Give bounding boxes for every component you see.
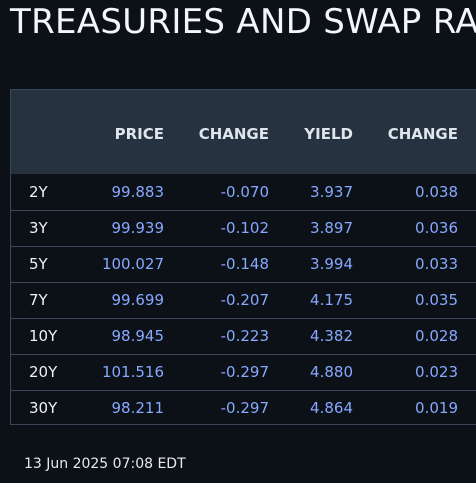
row-yield: 4.864	[310, 399, 353, 418]
row-tenor: 20Y	[29, 363, 58, 381]
row-yield-change: 0.023	[415, 363, 458, 381]
row-yield-change: 0.036	[415, 219, 458, 237]
timestamp: 13 Jun 2025 07:08 EDT	[24, 456, 186, 472]
table-row: 2Y 99.883 -0.070 3.937 0.038	[11, 174, 476, 210]
header-price-change: CHANGE	[198, 125, 269, 143]
table-header-row: PRICE CHANGE YIELD CHANGE	[11, 90, 476, 174]
row-price: 99.883	[111, 182, 165, 201]
row-price-change: -0.297	[220, 363, 269, 381]
row-tenor: 7Y	[29, 291, 48, 309]
row-price-change: -0.207	[220, 291, 269, 309]
row-spacer	[458, 174, 476, 210]
row-yield-change: 0.038	[415, 182, 458, 201]
table-row: 30Y 98.211 -0.297 4.864 0.019	[11, 390, 476, 424]
row-tenor: 2Y	[29, 182, 48, 201]
row-price-change: -0.070	[220, 182, 269, 201]
row-tenor: 10Y	[29, 327, 58, 345]
row-yield: 3.937	[310, 182, 353, 201]
header-spacer	[458, 90, 476, 174]
row-price: 100.027	[101, 255, 164, 273]
rates-table-container: PRICE CHANGE YIELD CHANGE 2Y 99.883 -0.070…	[10, 89, 476, 425]
table-row: 20Y 101.516 -0.297 4.880 0.023	[11, 354, 476, 390]
table-row: 10Y 98.945 -0.223 4.382 0.028	[11, 318, 476, 354]
row-spacer	[458, 210, 476, 246]
row-price: 99.699	[111, 291, 165, 309]
row-yield: 4.880	[310, 363, 353, 381]
header-tenor	[11, 90, 71, 174]
header-yield-change: CHANGE	[387, 125, 458, 143]
row-tenor: 30Y	[29, 399, 58, 418]
table-row: 5Y 100.027 -0.148 3.994 0.033	[11, 246, 476, 282]
row-price-change: -0.148	[220, 255, 269, 273]
row-yield: 4.175	[310, 291, 353, 309]
row-price: 98.945	[111, 327, 165, 345]
header-price: PRICE	[114, 125, 164, 143]
row-spacer	[458, 354, 476, 390]
row-yield: 4.382	[310, 327, 353, 345]
row-spacer	[458, 390, 476, 424]
table-row: 7Y 99.699 -0.207 4.175 0.035	[11, 282, 476, 318]
row-price: 99.939	[111, 219, 165, 237]
row-tenor: 5Y	[29, 255, 48, 273]
row-price: 98.211	[111, 399, 165, 418]
row-spacer	[458, 246, 476, 282]
rates-table: PRICE CHANGE YIELD CHANGE 2Y 99.883 -0.070…	[11, 90, 476, 424]
row-yield-change: 0.033	[415, 255, 458, 273]
row-price: 101.516	[101, 363, 164, 381]
row-price-change: -0.223	[220, 327, 269, 345]
row-yield-change: 0.035	[415, 291, 458, 309]
row-price-change: -0.102	[220, 219, 269, 237]
row-spacer	[458, 318, 476, 354]
page-title: TREASURIES AND SWAP RATES	[10, 2, 476, 42]
row-spacer	[458, 282, 476, 318]
table-row: 3Y 99.939 -0.102 3.897 0.036	[11, 210, 476, 246]
row-yield-change: 0.019	[415, 399, 458, 418]
row-yield: 3.994	[310, 255, 353, 273]
row-price-change: -0.297	[220, 399, 269, 418]
row-yield-change: 0.028	[415, 327, 458, 345]
row-yield: 3.897	[310, 219, 353, 237]
header-yield: YIELD	[304, 125, 353, 143]
row-tenor: 3Y	[29, 219, 48, 237]
